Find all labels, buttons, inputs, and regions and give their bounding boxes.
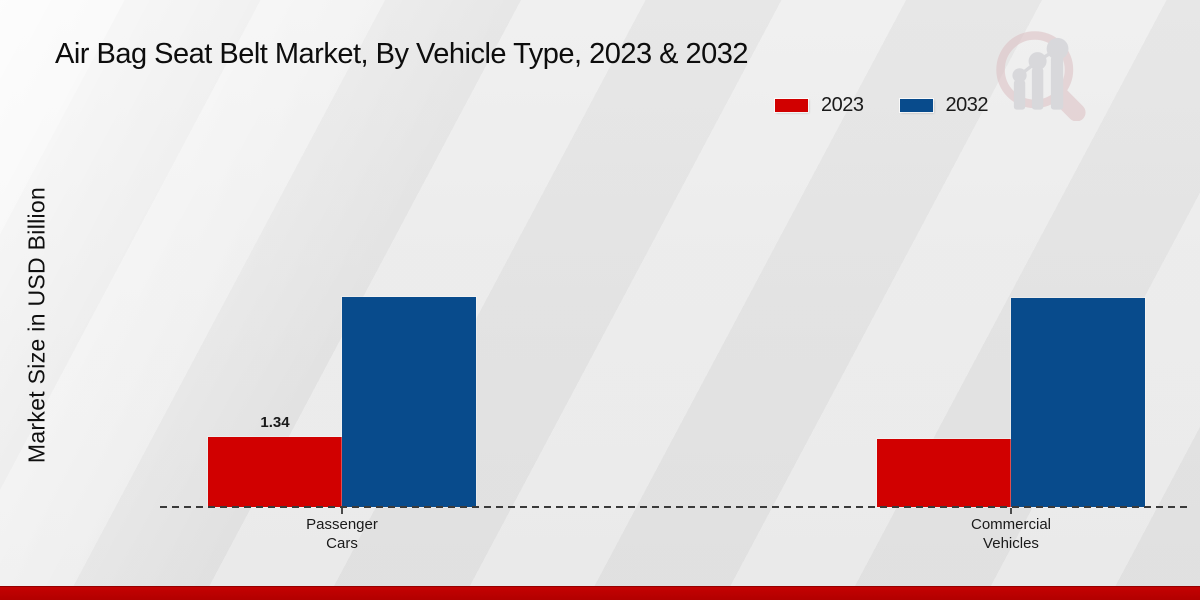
category-label-passenger-cars: Passenger Cars — [306, 516, 378, 552]
x-axis-tick — [1010, 508, 1012, 514]
legend-swatch-2023 — [775, 99, 808, 112]
legend-item-2032: 2032 — [899, 94, 989, 117]
bar-2023-passenger-cars — [208, 437, 342, 507]
x-axis-baseline — [160, 506, 1192, 508]
bar-2032-commercial-vehicles — [1011, 298, 1145, 507]
bar-value-label: 1.34 — [260, 414, 290, 431]
bar-2032-passenger-cars — [342, 297, 476, 507]
legend-item-2023: 2023 — [775, 94, 864, 117]
legend-swatch-2032 — [899, 99, 933, 112]
bar-2023-commercial-vehicles — [877, 439, 1011, 507]
chart-title: Air Bag Seat Belt Market, By Vehicle Typ… — [55, 38, 749, 70]
legend-label-2023: 2023 — [821, 94, 864, 116]
footer-accent-bar — [0, 586, 1200, 600]
magnifier-bar-chart-logo-icon — [996, 31, 1086, 121]
legend: 2023 2032 — [775, 94, 988, 117]
category-label-commercial-vehicles: Commercial Vehicles — [970, 516, 1052, 552]
legend-label-2032: 2032 — [945, 94, 989, 116]
x-axis-tick — [341, 508, 343, 514]
